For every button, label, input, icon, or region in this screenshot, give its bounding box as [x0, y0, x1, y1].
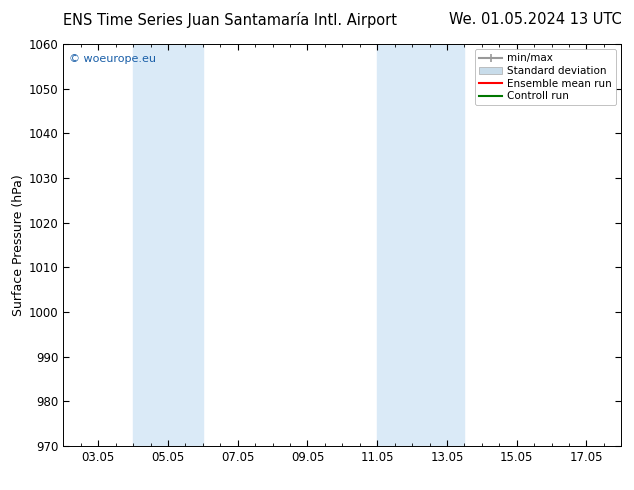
Legend: min/max, Standard deviation, Ensemble mean run, Controll run: min/max, Standard deviation, Ensemble me… — [475, 49, 616, 105]
Text: We. 01.05.2024 13 UTC: We. 01.05.2024 13 UTC — [449, 12, 621, 27]
Bar — [377, 44, 464, 446]
Bar — [133, 44, 203, 446]
Text: © woeurope.eu: © woeurope.eu — [69, 54, 156, 64]
Y-axis label: Surface Pressure (hPa): Surface Pressure (hPa) — [11, 174, 25, 316]
Text: ENS Time Series Juan Santamaría Intl. Airport: ENS Time Series Juan Santamaría Intl. Ai… — [63, 12, 398, 28]
